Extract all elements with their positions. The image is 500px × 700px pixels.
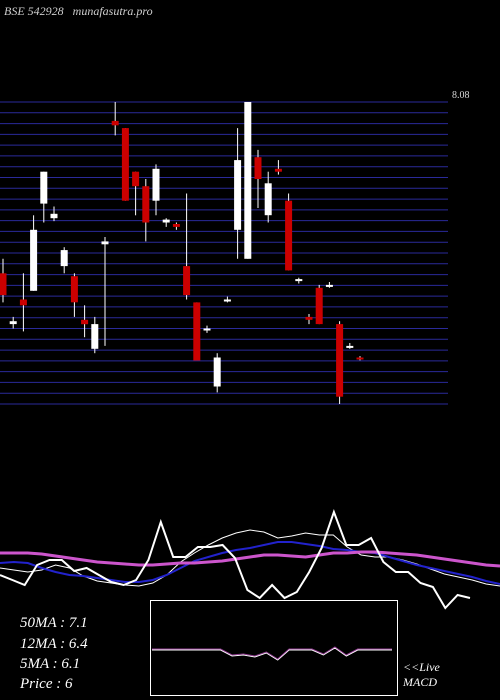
candle-body — [60, 250, 68, 267]
chart-header: BSE 542928 munafasutra.pro — [4, 4, 159, 19]
candle-body — [223, 299, 231, 302]
candle-body — [172, 224, 180, 227]
candle-body — [132, 171, 140, 187]
ma12-stat: 12MA : 6.4 — [20, 636, 88, 652]
candle-body — [30, 229, 38, 291]
candle-body — [285, 200, 293, 271]
candle-body — [346, 345, 354, 348]
price-top-label: 8.08 — [452, 90, 470, 101]
candle-body — [121, 128, 129, 201]
candle-body — [336, 324, 344, 397]
candle-body — [213, 357, 221, 387]
price-stat: Price : 6 — [20, 676, 73, 692]
macd-label: MACD — [403, 675, 437, 689]
candle-body — [70, 276, 78, 303]
candle-body — [183, 266, 191, 296]
candle-body — [19, 299, 27, 306]
candle-body — [81, 319, 89, 325]
candle-body — [0, 273, 7, 296]
macd-line — [152, 647, 392, 661]
candle-body — [142, 186, 150, 223]
candle-body — [305, 316, 313, 320]
candle-body — [356, 357, 364, 360]
candle-body — [101, 241, 109, 245]
macd-signal-line — [152, 646, 392, 660]
price-line — [0, 509, 471, 610]
candle-body — [9, 321, 17, 325]
candle-body — [91, 324, 99, 349]
candle-body — [325, 284, 333, 287]
live-macd-link[interactable]: <<Live — [403, 660, 440, 674]
candle-body — [40, 171, 48, 204]
candle-body — [162, 219, 170, 223]
candle-body — [244, 102, 252, 259]
ma-long-line — [0, 550, 500, 568]
candle-body — [234, 160, 242, 230]
candle-body — [254, 157, 262, 179]
candle-body — [295, 279, 303, 282]
ma5-stat: 5MA : 6.1 — [20, 656, 81, 672]
site-label: munafasutra.pro — [72, 4, 153, 18]
candle-body — [193, 302, 201, 361]
candle-body — [264, 183, 272, 216]
candle-body — [203, 328, 211, 331]
ticker-label: BSE 542928 — [4, 4, 64, 18]
candle-body — [152, 168, 160, 201]
candle-body — [111, 120, 119, 126]
ma50-stat: 50MA : 7.1 — [20, 615, 88, 631]
candle-body — [315, 287, 323, 325]
ma-mid-line — [0, 541, 500, 585]
candle-body — [274, 168, 282, 172]
macd-panel — [150, 600, 398, 696]
candle-body — [50, 213, 58, 219]
